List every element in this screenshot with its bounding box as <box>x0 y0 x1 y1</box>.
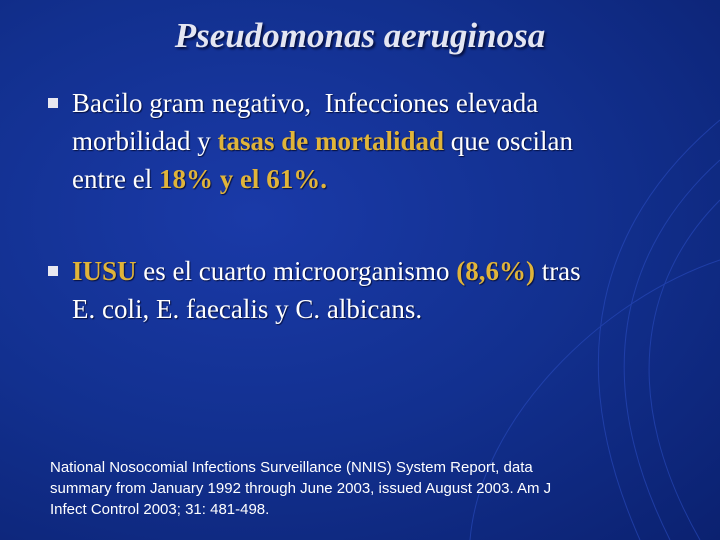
emphasized-text: IUSU <box>72 256 137 286</box>
emphasized-text: 18% y el 61%. <box>158 164 327 194</box>
text: es el cuarto microorganismo <box>136 256 457 286</box>
emphasized-text: (8,6%) <box>456 256 535 286</box>
bullet-line: E. coli, E. faecalis y C. albicans. <box>72 290 422 328</box>
slide-title: Pseudomonas aeruginosa <box>174 16 546 55</box>
reference-line: National Nosocomial Infections Surveilla… <box>50 459 533 476</box>
text: tras <box>534 256 581 286</box>
text: E. coli, E. faecalis y C. albicans. <box>72 294 423 324</box>
bullet-line: morbilidad y tasas de mortalidad que osc… <box>72 122 573 160</box>
reference-line: Infect Control 2003; 31: 481-498. <box>50 501 270 518</box>
text: que oscilan <box>444 126 573 156</box>
bullet-marker <box>48 266 58 276</box>
reference: National Nosocomial Infections Surveilla… <box>50 457 551 520</box>
reference-line: summary from January 1992 through June 2… <box>50 480 552 497</box>
text: Bacilo gram negativo, Infecciones elevad… <box>72 88 539 118</box>
text: morbilidad y <box>72 126 218 156</box>
bullet-marker <box>48 98 58 108</box>
bullet-line: IUSU es el cuarto microorganismo (8,6%) … <box>72 252 581 290</box>
text: entre el <box>72 164 159 194</box>
emphasized-text: tasas de mortalidad <box>217 126 444 156</box>
bullet-line: entre el 18% y el 61%. <box>72 160 327 198</box>
bullet-line: Bacilo gram negativo, Infecciones elevad… <box>72 84 538 122</box>
